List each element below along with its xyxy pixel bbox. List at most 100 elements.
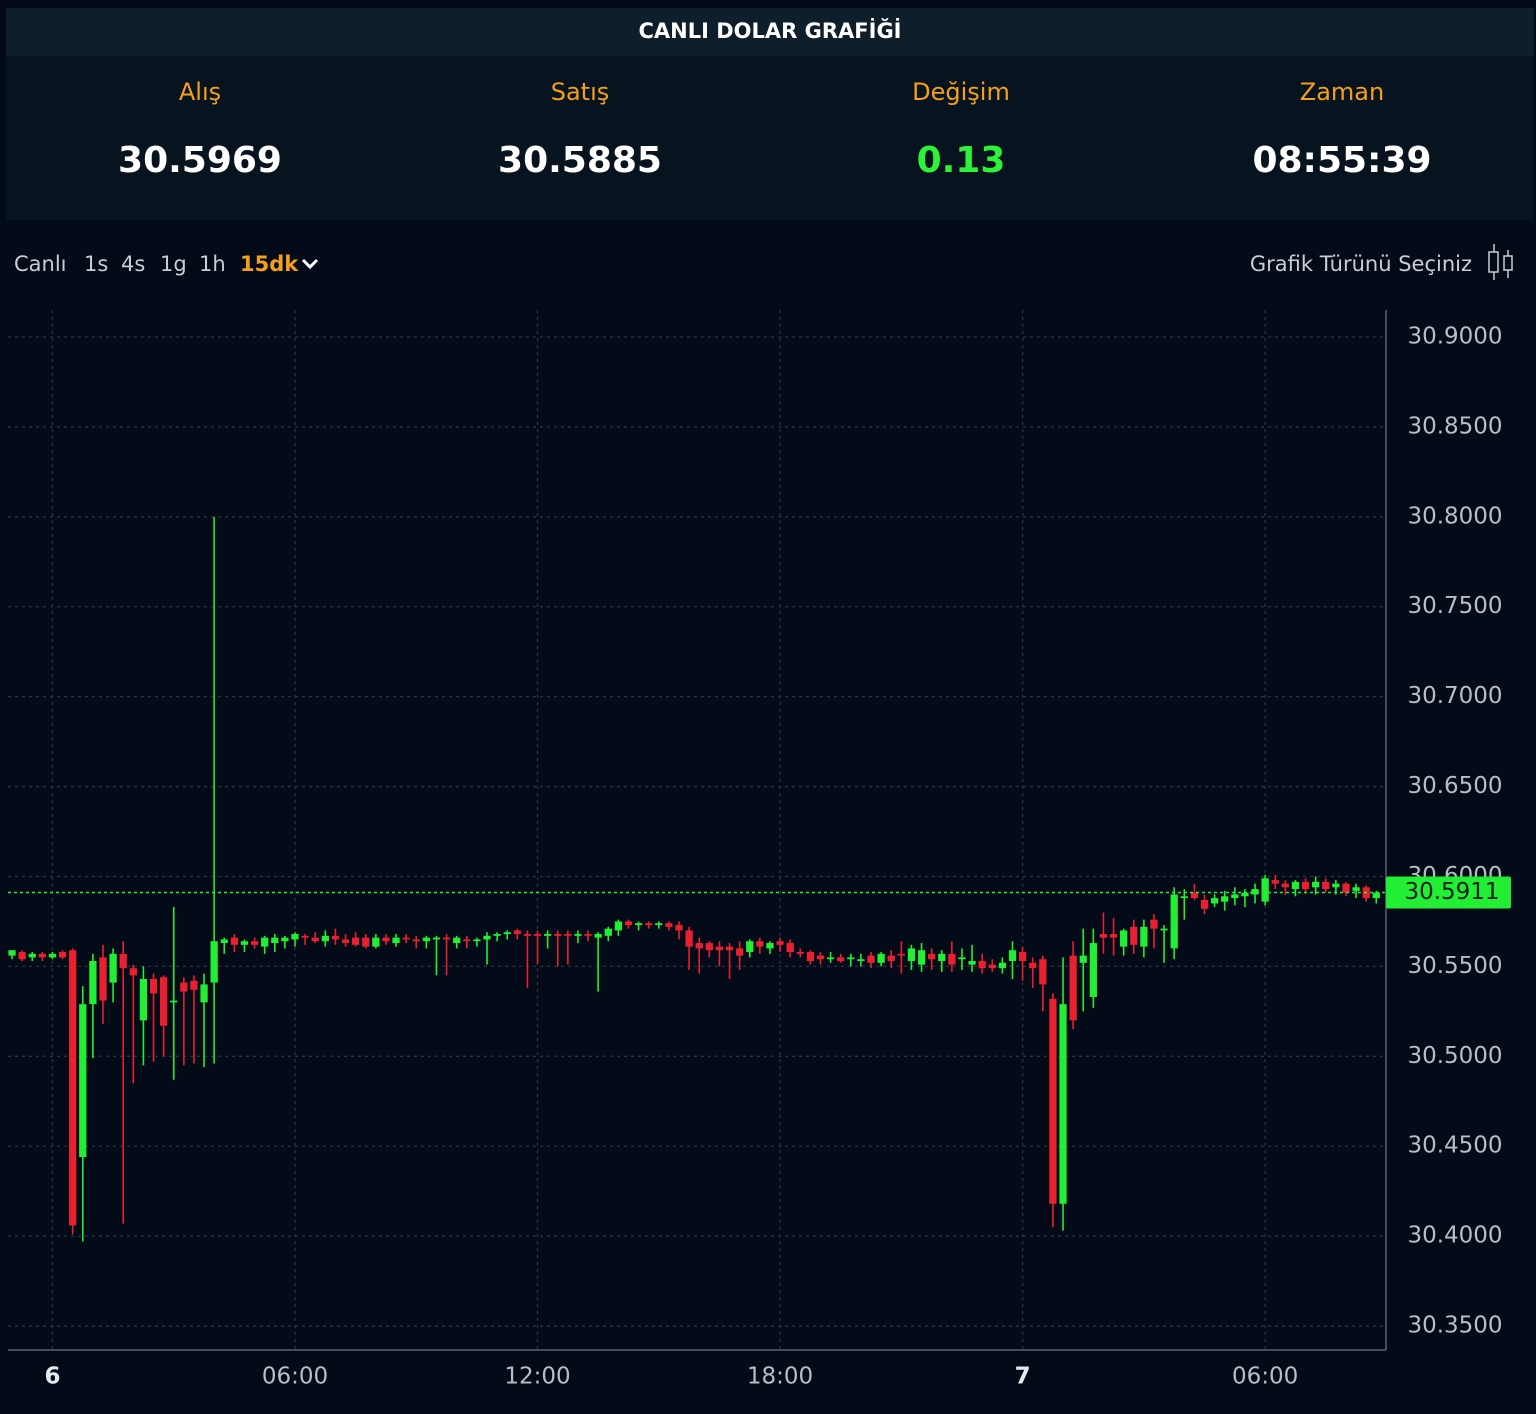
y-tick-label: 30.5500	[1407, 953, 1502, 979]
candle-body	[170, 1000, 178, 1003]
candle-body	[422, 937, 431, 942]
candle-body	[816, 955, 825, 960]
candle-body	[341, 939, 350, 944]
interval-option[interactable]: 4s	[121, 252, 145, 276]
quote-label: Alış	[179, 78, 221, 106]
candle-body	[483, 935, 491, 940]
candle-body	[1372, 892, 1380, 899]
candle-body	[48, 953, 57, 958]
candle-body	[362, 937, 370, 947]
candle-body	[705, 943, 713, 951]
candle-body	[159, 977, 168, 1026]
candle-body	[938, 953, 946, 962]
candle-body	[604, 928, 612, 936]
candle-body	[675, 925, 683, 931]
candle-body	[1008, 950, 1017, 962]
candle-body	[1109, 934, 1118, 938]
candle-body	[28, 953, 36, 958]
candle-body	[806, 952, 815, 962]
candle-body	[1200, 899, 1209, 909]
y-tick-label: 30.5000	[1407, 1043, 1502, 1069]
candle-body	[331, 935, 340, 940]
interval-option[interactable]: 1h	[199, 252, 226, 276]
candle-body	[109, 953, 117, 983]
candle-body	[89, 961, 97, 1005]
candle-body	[1332, 883, 1340, 888]
candle-body	[38, 953, 46, 958]
candle-body	[928, 953, 936, 960]
interval-option[interactable]: 15dk	[240, 252, 299, 276]
y-tick-label: 30.7500	[1407, 593, 1502, 619]
interval-option[interactable]: 1g	[160, 252, 187, 276]
chart-type-selector[interactable]: Grafik Türünü Seçiniz	[1250, 252, 1472, 276]
quote-label: Satış	[551, 78, 610, 106]
candle-body	[1079, 955, 1087, 963]
title-bar	[6, 8, 1534, 56]
last-price-box	[1386, 876, 1511, 909]
candle-body	[1029, 962, 1037, 969]
candle-body	[645, 923, 653, 926]
candle-body	[533, 934, 542, 936]
interval-option[interactable]: 1s	[84, 252, 108, 276]
quote-value: 30.5885	[498, 140, 662, 181]
candle-body	[655, 923, 663, 926]
quote-panel	[6, 56, 1534, 220]
candle-body	[766, 943, 774, 949]
candle-body	[250, 941, 259, 945]
candle-body	[958, 957, 966, 960]
x-tick-label: 7	[1015, 1364, 1031, 1390]
candle-body	[847, 957, 855, 960]
candle-body	[382, 937, 390, 942]
candle-body	[200, 984, 208, 1003]
candle-body	[988, 964, 996, 969]
chart-type-icon[interactable]	[1488, 244, 1513, 280]
candle-body	[1150, 919, 1158, 929]
y-tick-label: 30.8000	[1407, 503, 1502, 529]
candle-body	[119, 953, 127, 969]
y-tick-label: 30.4500	[1407, 1133, 1502, 1159]
candle-body	[907, 948, 916, 962]
candle-body	[271, 937, 279, 944]
candle-body	[594, 934, 602, 938]
candle-body	[746, 941, 754, 953]
candle-body	[1120, 930, 1128, 947]
candle-body	[1210, 898, 1219, 904]
candle-body	[584, 934, 592, 936]
candle-body	[917, 950, 926, 965]
candle-body	[725, 946, 734, 951]
candle-body	[412, 939, 420, 942]
x-tick-label: 18:00	[747, 1364, 813, 1390]
candle-body	[544, 934, 552, 936]
candle-body	[301, 935, 309, 938]
candle-body	[857, 959, 865, 962]
interval-option[interactable]: Canlı	[14, 252, 67, 276]
candle-body	[1281, 883, 1289, 888]
candle-body	[978, 961, 986, 969]
quote-value: 0.13	[917, 140, 1006, 181]
candle-body	[614, 921, 623, 931]
candle-body	[392, 937, 400, 944]
candle-body	[1271, 880, 1279, 884]
candle-body	[998, 962, 1007, 969]
candle-body	[867, 955, 875, 963]
candle-body	[887, 955, 895, 962]
candle-body	[1069, 955, 1077, 1021]
candle-body	[473, 939, 481, 942]
candle-body	[826, 957, 835, 960]
candle-body	[968, 961, 976, 965]
candle-body	[493, 934, 501, 936]
candle-body	[1261, 878, 1269, 902]
title: CANLI DOLAR GRAFİĞİ	[638, 18, 901, 43]
interval-dropdown[interactable]	[301, 258, 319, 270]
candle-body	[1018, 952, 1027, 962]
candle-body	[58, 952, 67, 958]
candle-body	[897, 953, 905, 956]
candle-body	[685, 930, 693, 947]
candle-body	[180, 982, 188, 992]
candle-body	[503, 932, 511, 935]
candle-body	[715, 946, 724, 951]
candle-body	[1231, 894, 1239, 899]
candle-body	[756, 941, 764, 947]
candle-body	[281, 937, 289, 942]
